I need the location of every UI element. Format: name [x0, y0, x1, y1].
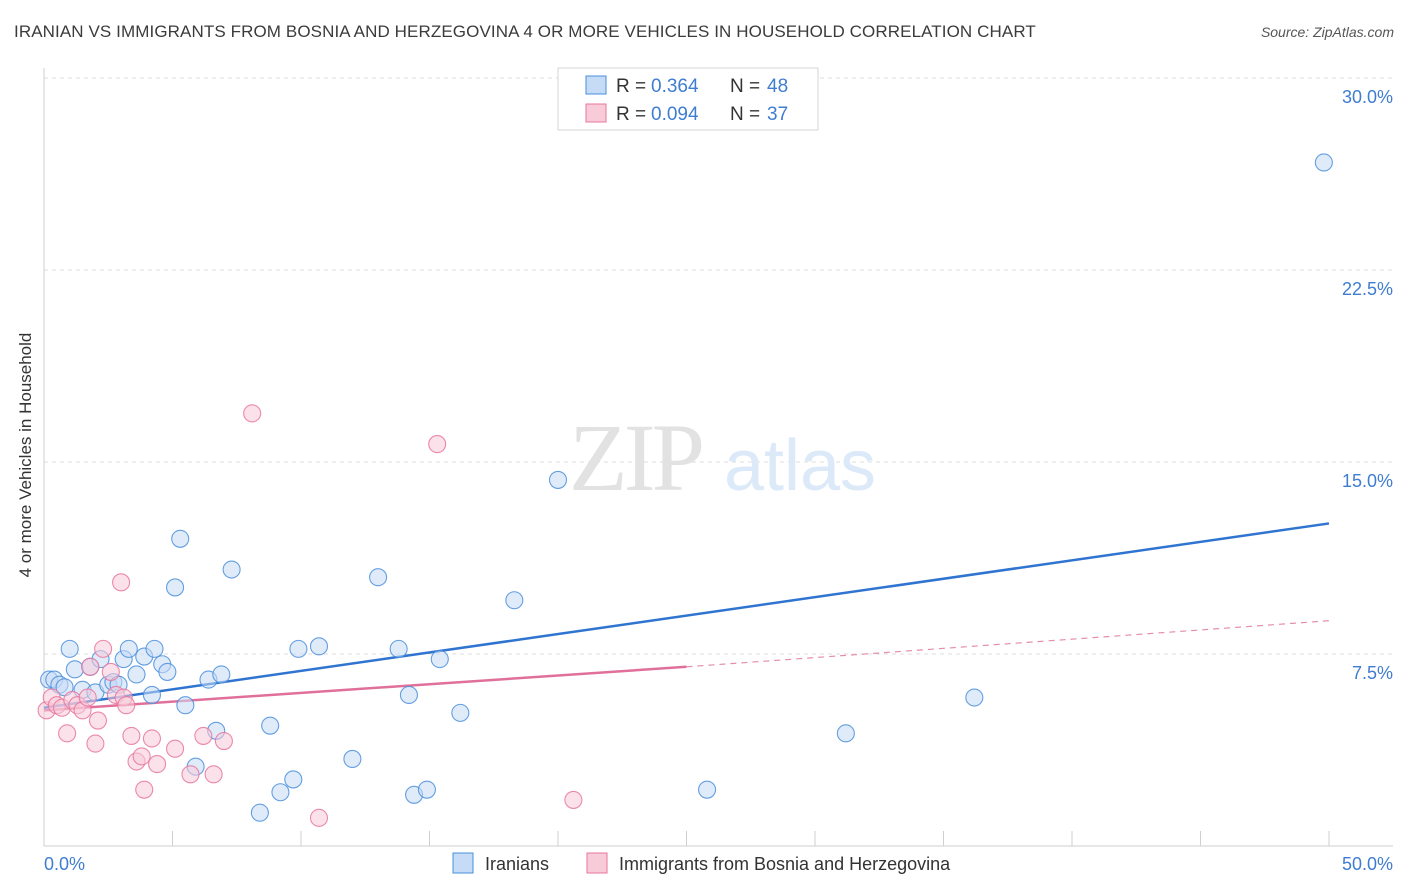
iranians-point [417, 780, 436, 799]
bosnia-point [94, 639, 113, 658]
bosnia-point [181, 765, 200, 784]
iranians-trend-line [43, 522, 1330, 709]
watermark-atlas: atlas [724, 426, 876, 506]
x-tick-label-max: 50.0% [1342, 854, 1393, 874]
bosnia-point [243, 404, 262, 423]
iranians-point [1314, 153, 1333, 172]
bosnia-point [142, 729, 161, 748]
data-points [37, 153, 1333, 827]
iranians-point [222, 560, 241, 579]
iranians-point [399, 685, 418, 705]
iranians-point [505, 591, 524, 610]
iranians-point [212, 665, 231, 684]
bosnia-point [148, 755, 167, 774]
bosnia-point [78, 688, 97, 707]
bottom-legend-label-bosnia: Immigrants from Bosnia and Herzegovina [619, 854, 951, 874]
iranians-point [158, 662, 177, 681]
iranians-point [289, 639, 308, 658]
grid-lines [43, 77, 1393, 846]
iranians-point [430, 650, 449, 669]
y-tick-label: 30.0% [1342, 87, 1393, 107]
y-tick-label: 22.5% [1342, 279, 1393, 299]
iranians-point [548, 470, 568, 489]
watermark-zip: ZIP [569, 404, 702, 511]
bottom-legend: Iranians Immigrants from Bosnia and Herz… [452, 852, 951, 874]
x-tick-label-min: 0.0% [44, 854, 85, 874]
source-label: Source: ZipAtlas.com [1260, 24, 1394, 40]
iranians-point [261, 716, 280, 735]
iranians-point [271, 783, 290, 802]
bosnia-point [135, 780, 154, 799]
bosnia-point [88, 711, 108, 730]
legend-n-value-2: 37 [767, 104, 788, 125]
bosnia-point [166, 739, 185, 758]
iranians-point [60, 639, 79, 658]
iranians-point [171, 529, 190, 548]
bosnia-point [194, 726, 213, 745]
bosnia-point [86, 734, 105, 753]
iranians-point [284, 770, 303, 789]
iranians-point [698, 780, 717, 799]
bosnia-point [112, 573, 131, 592]
bosnia-point [214, 731, 233, 751]
iranians-point [65, 660, 84, 679]
bosnia-point [428, 435, 447, 454]
iranians-point [142, 685, 161, 705]
bosnia-point [117, 696, 136, 715]
legend-n-label-1: N = [730, 76, 760, 97]
bottom-legend-label-iranians: Iranians [485, 854, 549, 874]
bosnia-point [309, 808, 329, 827]
iranians-point [309, 637, 329, 656]
bosnia-trend-line-extension [686, 620, 1330, 668]
legend-swatch-iranians [585, 75, 607, 95]
iranians-point [389, 639, 408, 658]
bottom-legend-swatch-bosnia [586, 852, 608, 874]
iranians-point [119, 639, 138, 658]
bosnia-point [101, 662, 120, 681]
bottom-legend-swatch-iranians [452, 852, 474, 874]
legend-r-value-2: 0.094 [651, 104, 699, 125]
axes [43, 68, 1393, 847]
legend-box: R = 0.364 N = 48 R = 0.094 N = 37 [557, 67, 819, 131]
iranians-point [343, 749, 362, 769]
y-tick-label: 15.0% [1342, 471, 1393, 491]
bosnia-point [204, 765, 223, 784]
iranians-point [451, 703, 470, 722]
legend-n-label-2: N = [730, 104, 760, 125]
bosnia-point [58, 724, 77, 743]
bosnia-point [81, 657, 100, 676]
watermark: ZIP atlas [569, 404, 876, 511]
iranians-point [965, 688, 984, 707]
tick-labels: 7.5% 15.0% 22.5% 30.0% 0.0% 50.0% [44, 87, 1393, 874]
chart-title: IRANIAN VS IMMIGRANTS FROM BOSNIA AND HE… [14, 22, 1036, 41]
bosnia-point [564, 790, 583, 809]
iranians-point [176, 696, 195, 715]
iranians-point [127, 665, 146, 684]
trend-lines [43, 522, 1330, 712]
iranians-point [166, 578, 185, 597]
legend-r-value-1: 0.364 [651, 76, 699, 97]
iranians-point [250, 803, 269, 822]
iranians-point [836, 724, 855, 743]
legend-r-label-1: R = [616, 76, 646, 97]
bosnia-point [122, 726, 141, 745]
legend-r-label-2: R = [616, 104, 646, 125]
legend-swatch-bosnia [585, 103, 607, 123]
y-tick-label: 7.5% [1352, 663, 1393, 683]
legend-n-value-1: 48 [767, 76, 788, 97]
iranians-point [369, 568, 388, 587]
bosnia-point [132, 747, 151, 766]
iranians-point [145, 639, 164, 658]
